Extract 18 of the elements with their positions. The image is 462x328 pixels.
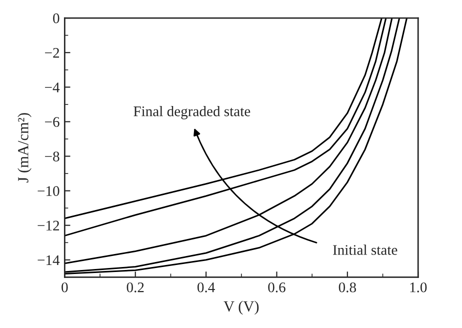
- y-tick-label: −12: [38, 220, 60, 230]
- y-tick-label: −10: [38, 186, 60, 196]
- y-tick-label: −2: [45, 48, 60, 58]
- y-tick-label: −14: [38, 255, 60, 265]
- x-tick-label: 0.4: [197, 282, 215, 292]
- y-tick-label: −8: [45, 152, 60, 162]
- x-tick-label: 0.6: [268, 282, 286, 292]
- x-tick-label: 0.8: [338, 282, 356, 292]
- x-tick-label: 0.2: [126, 282, 144, 292]
- y-axis-title: J (mA/cm²): [18, 113, 32, 182]
- x-tick-label: 0: [62, 282, 68, 292]
- y-tick-label: −6: [45, 117, 60, 127]
- y-tick-label: 0: [53, 13, 60, 24]
- y-tick-label: −4: [45, 82, 60, 92]
- annotation: Final degraded state: [134, 106, 250, 120]
- x-tick-label: 1.0: [410, 282, 427, 292]
- x-axis-title: V (V): [224, 300, 259, 315]
- annotation: Initial state: [333, 244, 398, 255]
